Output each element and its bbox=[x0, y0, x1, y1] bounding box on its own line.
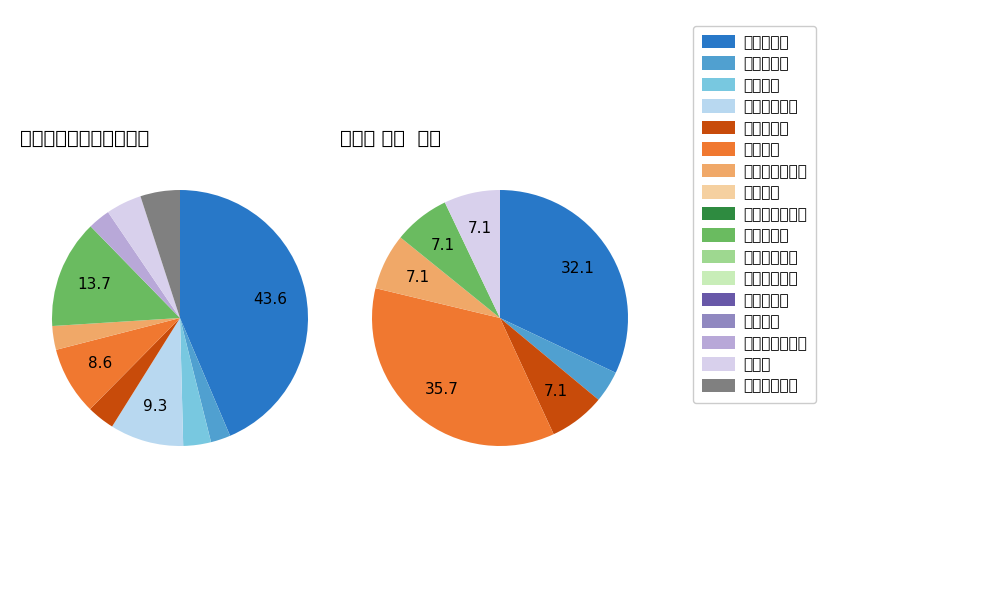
Wedge shape bbox=[90, 318, 180, 427]
Text: パ・リーグ全プレイヤー: パ・リーグ全プレイヤー bbox=[20, 129, 149, 148]
Wedge shape bbox=[401, 202, 500, 318]
Wedge shape bbox=[140, 190, 180, 318]
Wedge shape bbox=[108, 196, 180, 318]
Wedge shape bbox=[180, 318, 211, 446]
Text: 32.1: 32.1 bbox=[561, 261, 595, 276]
Wedge shape bbox=[112, 318, 183, 446]
Text: 35.7: 35.7 bbox=[425, 382, 459, 397]
Wedge shape bbox=[91, 212, 180, 318]
Text: 7.1: 7.1 bbox=[544, 383, 568, 398]
Wedge shape bbox=[52, 226, 180, 326]
Wedge shape bbox=[52, 318, 180, 350]
Text: 谷川原 健太  選手: 谷川原 健太 選手 bbox=[340, 129, 441, 148]
Text: 7.1: 7.1 bbox=[468, 221, 492, 236]
Text: 7.1: 7.1 bbox=[431, 238, 455, 253]
Wedge shape bbox=[180, 318, 230, 442]
Wedge shape bbox=[180, 190, 308, 436]
Text: 7.1: 7.1 bbox=[405, 270, 429, 285]
Wedge shape bbox=[500, 190, 628, 373]
Wedge shape bbox=[500, 318, 598, 434]
Text: 9.3: 9.3 bbox=[143, 400, 168, 415]
Wedge shape bbox=[372, 288, 554, 446]
Wedge shape bbox=[376, 238, 500, 318]
Wedge shape bbox=[500, 318, 616, 400]
Text: 43.6: 43.6 bbox=[253, 292, 287, 307]
Text: 8.6: 8.6 bbox=[88, 356, 112, 371]
Text: 13.7: 13.7 bbox=[77, 277, 111, 292]
Wedge shape bbox=[56, 318, 180, 409]
Legend: ストレート, ツーシーム, シュート, カットボール, スプリット, フォーク, チェンジアップ, シンカー, 高速スライダー, スライダー, 縦スライダー, : ストレート, ツーシーム, シュート, カットボール, スプリット, フォーク,… bbox=[693, 26, 816, 403]
Wedge shape bbox=[445, 190, 500, 318]
